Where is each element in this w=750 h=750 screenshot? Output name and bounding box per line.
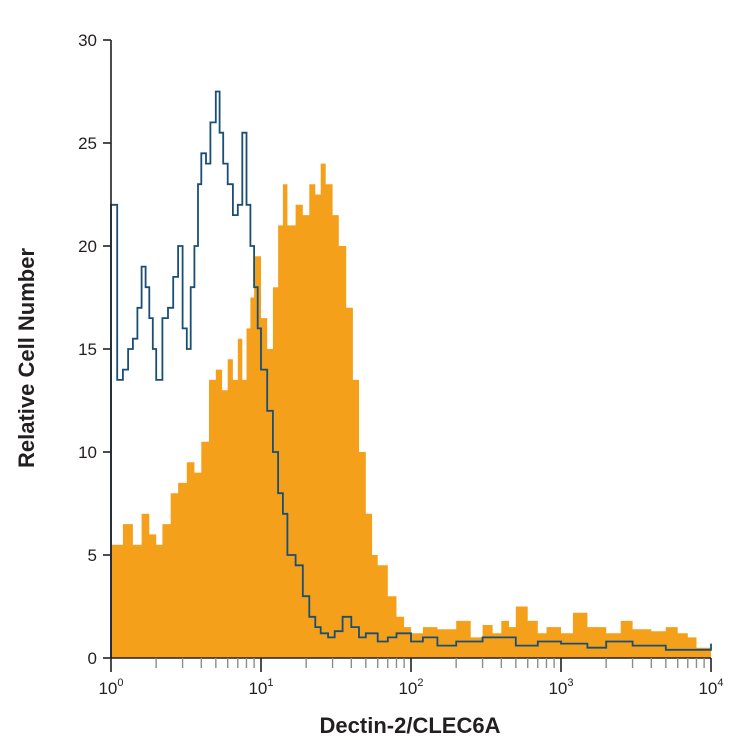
x-tick-label: 104 [698, 677, 723, 698]
y-tick-label: 10 [78, 443, 97, 462]
y-tick-label: 25 [78, 134, 97, 153]
y-tick-label: 0 [88, 649, 97, 668]
x-tick-label: 101 [248, 677, 273, 698]
y-tick-label: 5 [88, 546, 97, 565]
x-axis-title: Dectin-2/CLEC6A [320, 713, 501, 738]
x-tick-label: 102 [398, 677, 423, 698]
series-filled-histogram [111, 163, 711, 658]
y-tick-label: 20 [78, 237, 97, 256]
y-axis-title: Relative Cell Number [14, 248, 39, 469]
series-layer [110, 90, 712, 658]
axes-layer: 0 5 10 15 20 25 30 100 101 102 103 104 [78, 31, 723, 698]
y-tick-label: 15 [78, 340, 97, 359]
series-outline-histogram [110, 90, 712, 658]
x-tick-label: 100 [98, 677, 123, 698]
x-tick-label: 103 [548, 677, 573, 698]
y-tick-label: 30 [78, 31, 97, 50]
